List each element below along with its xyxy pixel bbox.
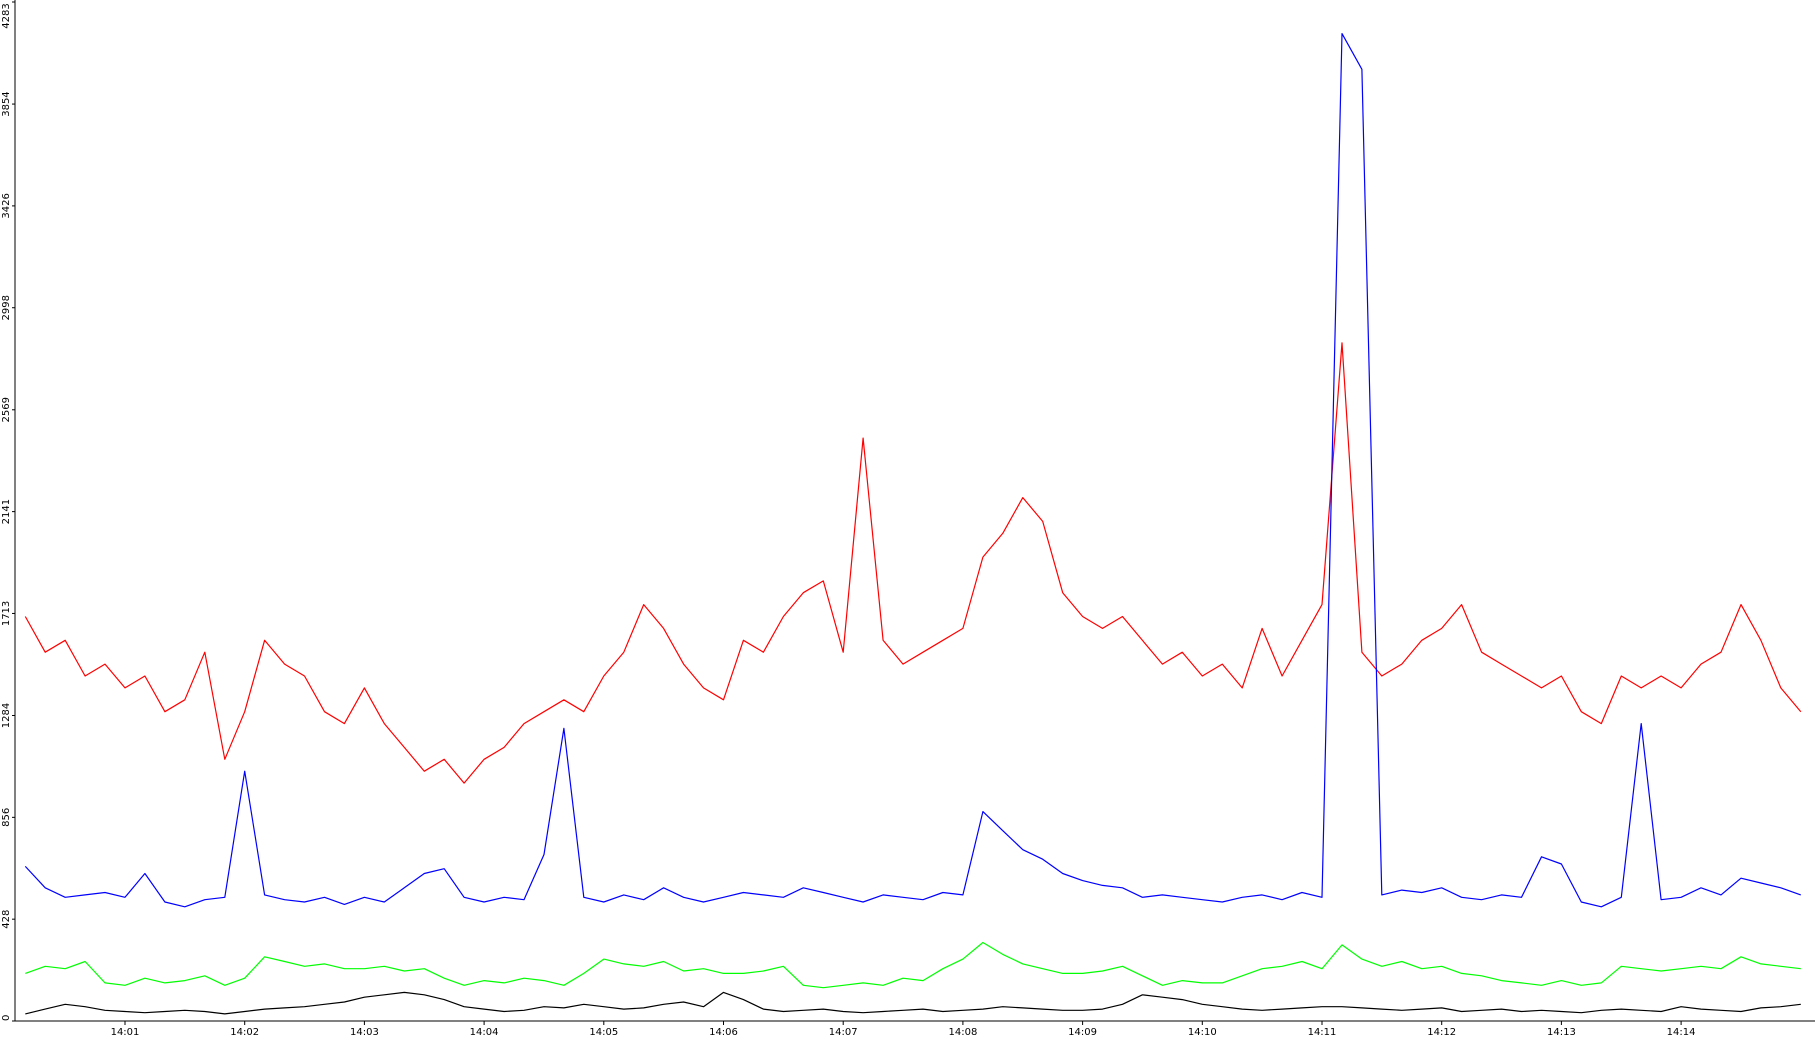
y-tick-label: 4283 bbox=[1, 3, 12, 28]
y-tick-label: 1713 bbox=[1, 601, 12, 626]
x-tick-label: 14:08 bbox=[948, 1027, 977, 1038]
series-line bbox=[25, 941, 1801, 989]
x-tick-label: 14:01 bbox=[111, 1027, 140, 1038]
x-tick-label: 14:12 bbox=[1427, 1027, 1456, 1038]
x-tick-label: 14:04 bbox=[470, 1027, 499, 1038]
x-tick-label: 14:02 bbox=[230, 1027, 259, 1038]
x-tick-label: 14:05 bbox=[589, 1027, 618, 1038]
x-tick-label: 14:10 bbox=[1188, 1027, 1217, 1038]
x-tick-label: 14:06 bbox=[709, 1027, 738, 1038]
x-tick-label: 14:03 bbox=[350, 1027, 379, 1038]
x-tick-label: 14:13 bbox=[1547, 1027, 1576, 1038]
y-tick-label: 3426 bbox=[1, 193, 12, 218]
x-tick-label: 14:14 bbox=[1667, 1027, 1696, 1038]
y-tick-label: 2141 bbox=[1, 499, 12, 524]
y-tick-label: 3854 bbox=[1, 91, 12, 116]
y-tick-label: 428 bbox=[1, 910, 12, 929]
y-tick-label: 2569 bbox=[1, 397, 12, 422]
series-line bbox=[24, 342, 1802, 784]
y-tick-label: 0 bbox=[1, 1015, 12, 1021]
x-tick-label: 14:07 bbox=[829, 1027, 858, 1038]
y-tick-label: 2998 bbox=[1, 295, 12, 320]
series-line bbox=[25, 991, 1801, 1015]
series-line bbox=[24, 33, 1802, 908]
y-tick-label: 1284 bbox=[1, 703, 12, 728]
x-tick-label: 14:09 bbox=[1068, 1027, 1097, 1038]
y-tick-label: 856 bbox=[1, 808, 12, 827]
x-tick-label: 14:11 bbox=[1308, 1027, 1337, 1038]
